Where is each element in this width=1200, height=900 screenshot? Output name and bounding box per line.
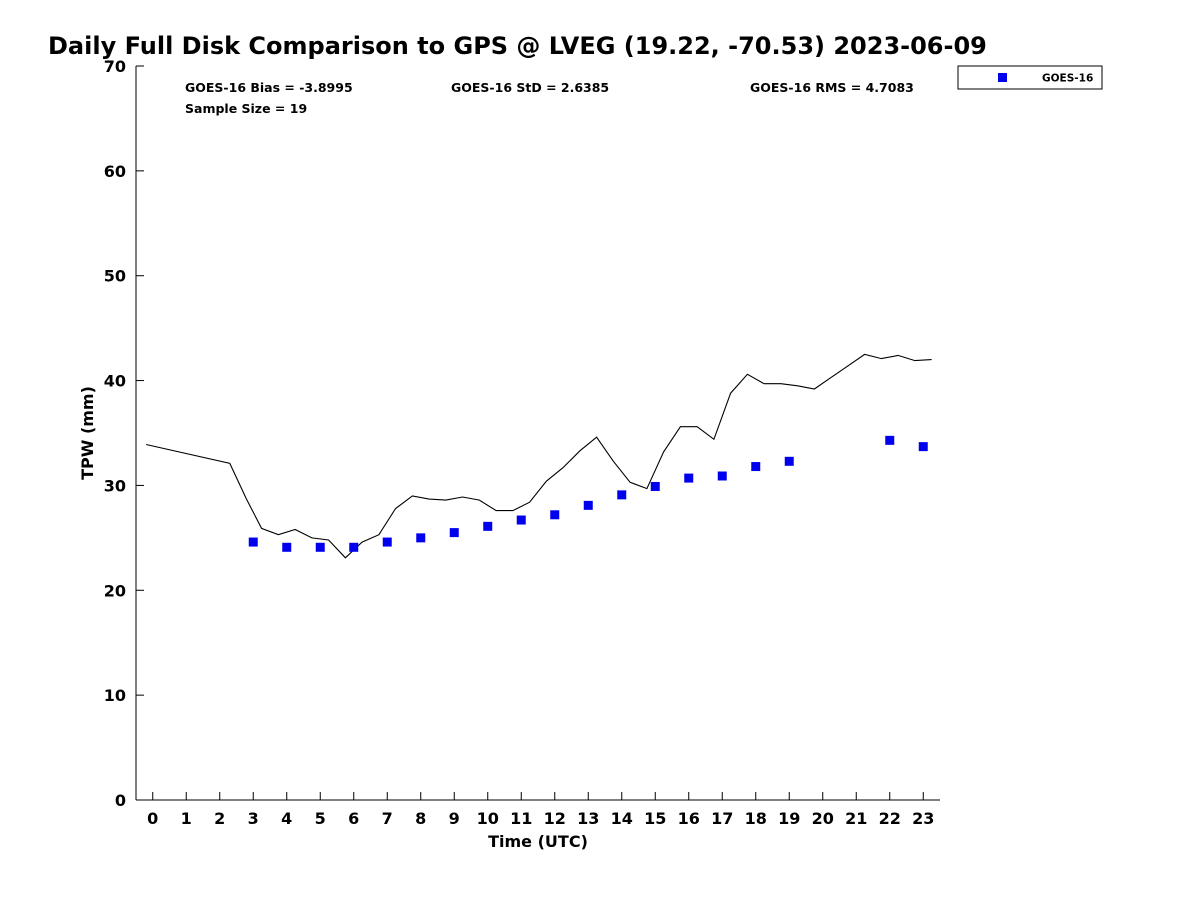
x-tick-label: 0 (147, 809, 158, 828)
legend-label-goes16: GOES-16 (1042, 73, 1093, 85)
goes16-point (583, 500, 593, 510)
x-tick-label: 18 (745, 809, 767, 828)
goes16-point (516, 515, 526, 525)
goes16-point (550, 510, 560, 520)
x-tick-label: 13 (577, 809, 599, 828)
goes16-point (282, 542, 292, 552)
goes16-point (617, 490, 627, 500)
x-tick-label: 4 (281, 809, 292, 828)
rms-stat: GOES-16 RMS = 4.7083 (750, 80, 914, 95)
x-tick-label: 5 (315, 809, 326, 828)
goes16-point (349, 542, 359, 552)
goes16-point (449, 528, 459, 538)
x-tick-label: 16 (678, 809, 700, 828)
bias-stat: GOES-16 Bias = -3.8995 (185, 80, 353, 95)
y-tick-label: 50 (104, 267, 126, 286)
goes16-point (248, 537, 258, 547)
y-tick-label: 0 (115, 791, 126, 810)
x-tick-label: 11 (510, 809, 532, 828)
x-tick-label: 17 (711, 809, 733, 828)
y-tick-label: 10 (104, 686, 126, 705)
x-tick-label: 1 (181, 809, 192, 828)
goes16-point (416, 533, 426, 543)
y-tick-label: 40 (104, 372, 126, 391)
goes16-point (382, 537, 392, 547)
x-tick-label: 14 (611, 809, 633, 828)
x-tick-label: 3 (248, 809, 259, 828)
legend-box (957, 65, 1103, 90)
goes16-point (784, 456, 794, 466)
x-tick-label: 8 (415, 809, 426, 828)
gps-tpw-line-series (145, 353, 932, 559)
goes16-point (684, 473, 694, 483)
x-tick-label: 6 (348, 809, 359, 828)
goes16-point (918, 442, 928, 452)
goes16-point (483, 521, 493, 531)
x-tick-label: 19 (778, 809, 800, 828)
y-axis-ticks: 0 10 20 30 40 50 60 70 (104, 57, 144, 810)
x-tick-label: 22 (879, 809, 901, 828)
x-tick-label: 20 (812, 809, 834, 828)
x-axis-label: Time (UTC) (488, 832, 588, 851)
y-tick-label: 20 (104, 581, 126, 600)
y-tick-label: 70 (104, 57, 126, 76)
x-tick-label: 15 (644, 809, 666, 828)
x-tick-label: 21 (845, 809, 867, 828)
x-tick-label: 10 (477, 809, 499, 828)
x-tick-label: 9 (449, 809, 460, 828)
std-stat: GOES-16 StD = 2.6385 (451, 80, 609, 95)
goes16-point (315, 542, 325, 552)
chart-title: Daily Full Disk Comparison to GPS @ LVEG… (48, 32, 987, 60)
gps-tpw-line (145, 353, 932, 559)
x-tick-label: 7 (382, 809, 393, 828)
y-tick-label: 60 (104, 162, 126, 181)
x-tick-label: 23 (912, 809, 934, 828)
x-axis-ticks: 0 1 2 3 4 5 6 7 8 9 10 11 12 13 14 15 16 17 18 19 20 21 22 23 (147, 792, 934, 828)
legend-marker-goes16 (998, 73, 1007, 82)
legend: GOES-16 (957, 65, 1103, 90)
y-tick-label: 30 (104, 476, 126, 495)
goes16-marker-series (248, 435, 928, 552)
y-axis-label: TPW (mm) (78, 386, 97, 480)
x-tick-label: 2 (214, 809, 225, 828)
x-tick-label: 12 (544, 809, 566, 828)
goes16-point (885, 435, 895, 445)
goes16-point (717, 471, 727, 481)
goes16-point (650, 481, 660, 491)
sample-size-stat: Sample Size = 19 (185, 101, 307, 116)
goes16-point (751, 462, 761, 472)
